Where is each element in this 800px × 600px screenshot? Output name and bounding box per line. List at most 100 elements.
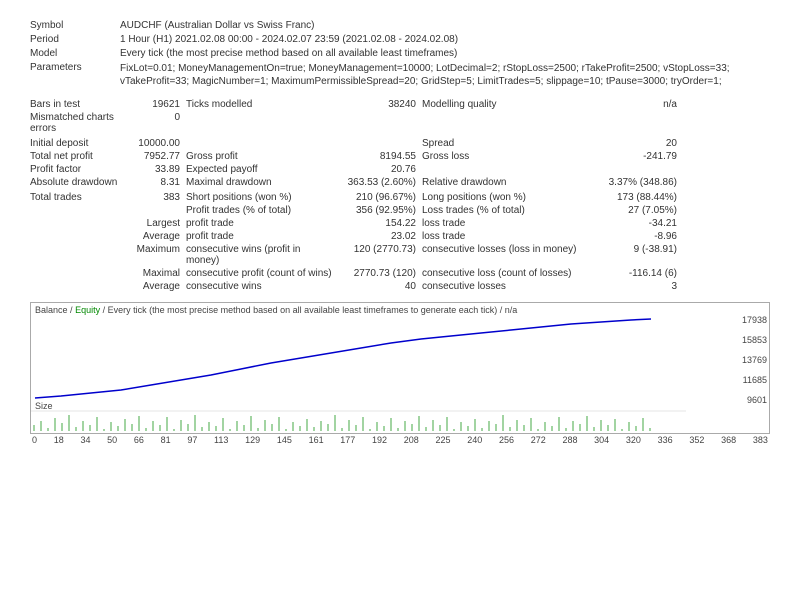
chart-x-tick: 66 bbox=[134, 435, 144, 445]
stats-cell: 210 (96.67%) bbox=[336, 192, 422, 203]
stats-cell bbox=[30, 231, 120, 242]
chart-x-tick: 288 bbox=[562, 435, 577, 445]
stats-cell: profit trade bbox=[186, 231, 336, 242]
model-value: Every tick (the most precise method base… bbox=[120, 48, 770, 59]
stats-cell: 154.22 bbox=[336, 218, 422, 229]
chart-x-tick: 192 bbox=[372, 435, 387, 445]
stats-cell bbox=[120, 205, 186, 216]
chart-x-tick: 225 bbox=[436, 435, 451, 445]
period-value: 1 Hour (H1) 2021.02.08 00:00 - 2024.02.0… bbox=[120, 34, 770, 45]
stats-row: Total trades383Short positions (won %)21… bbox=[30, 192, 770, 203]
size-label: Size bbox=[35, 401, 53, 411]
chart-y-label: 11685 bbox=[743, 375, 767, 385]
stats-cell: Ticks modelled bbox=[186, 99, 336, 110]
equity-chart: Balance / Equity / Every tick (the most … bbox=[30, 302, 770, 434]
stats-cell: Expected payoff bbox=[186, 164, 336, 175]
chart-y-label: 13769 bbox=[742, 355, 767, 365]
chart-y-label: 9601 bbox=[747, 395, 767, 405]
stats-cell: Average bbox=[120, 231, 186, 242]
stats-cell bbox=[186, 112, 336, 134]
symbol-value: AUDCHF (Australian Dollar vs Swiss Franc… bbox=[120, 20, 770, 31]
stats-cell: 3.37% (348.86) bbox=[577, 177, 677, 188]
stats-cell: Absolute drawdown bbox=[30, 177, 120, 188]
stats-cell bbox=[30, 268, 120, 279]
stats-cell: 33.89 bbox=[120, 164, 186, 175]
stats-row: Maximumconsecutive wins (profit in money… bbox=[30, 244, 770, 266]
stats-cell: profit trade bbox=[186, 218, 336, 229]
stats-cell: Profit trades (% of total) bbox=[186, 205, 336, 216]
stats-cell: Loss trades (% of total) bbox=[422, 205, 577, 216]
stats-cell: Profit factor bbox=[30, 164, 120, 175]
stats-row: Mismatched charts errors0 bbox=[30, 112, 770, 134]
stats-cell: consecutive wins bbox=[186, 281, 336, 292]
stats-row: Absolute drawdown8.31Maximal drawdown363… bbox=[30, 177, 770, 188]
stats-cell: 9 (-38.91) bbox=[577, 244, 677, 266]
stats-cell: Maximal bbox=[120, 268, 186, 279]
stats-row: Averageprofit trade23.02loss trade-8.96 bbox=[30, 231, 770, 242]
stats-cell: Gross loss bbox=[422, 151, 577, 162]
stats-row: Averageconsecutive wins40consecutive los… bbox=[30, 281, 770, 292]
stats-cell: 3 bbox=[577, 281, 677, 292]
stats-row: Initial deposit10000.00Spread20 bbox=[30, 138, 770, 149]
stats-cell: Average bbox=[120, 281, 186, 292]
stats-cell bbox=[30, 281, 120, 292]
stats-cell bbox=[336, 112, 422, 134]
stats-row: Maximalconsecutive profit (count of wins… bbox=[30, 268, 770, 279]
chart-x-tick: 161 bbox=[309, 435, 324, 445]
period-label: Period bbox=[30, 34, 120, 45]
stats-cell: 2770.73 (120) bbox=[336, 268, 422, 279]
stats-cell: consecutive wins (profit in money) bbox=[186, 244, 336, 266]
stats-row: Profit trades (% of total)356 (92.95%)Lo… bbox=[30, 205, 770, 216]
params-value: FixLot=0.01; MoneyManagementOn=true; Mon… bbox=[120, 62, 770, 88]
stats-cell: 363.53 (2.60%) bbox=[336, 177, 422, 188]
stats-cell: Largest bbox=[120, 218, 186, 229]
stats-row: Profit factor33.89Expected payoff20.76 bbox=[30, 164, 770, 175]
params-label: Parameters bbox=[30, 62, 120, 73]
chart-x-tick: 320 bbox=[626, 435, 641, 445]
chart-x-tick: 113 bbox=[214, 435, 228, 445]
stats-cell: consecutive losses (loss in money) bbox=[422, 244, 577, 266]
stats-cell: 7952.77 bbox=[120, 151, 186, 162]
chart-x-tick: 129 bbox=[245, 435, 260, 445]
stats-cell: 27 (7.05%) bbox=[577, 205, 677, 216]
stats-cell: 40 bbox=[336, 281, 422, 292]
chart-y-label: 17938 bbox=[742, 315, 767, 325]
stats-cell: Mismatched charts errors bbox=[30, 112, 120, 134]
stats-cell: Bars in test bbox=[30, 99, 120, 110]
stats-cell: n/a bbox=[577, 99, 677, 110]
stats-row: Total net profit7952.77Gross profit8194.… bbox=[30, 151, 770, 162]
stats-cell: Relative drawdown bbox=[422, 177, 577, 188]
stats-row: Largestprofit trade154.22loss trade-34.2… bbox=[30, 218, 770, 229]
model-label: Model bbox=[30, 48, 120, 59]
chart-x-tick: 0 bbox=[32, 435, 37, 445]
stats-cell: consecutive profit (count of wins) bbox=[186, 268, 336, 279]
symbol-label: Symbol bbox=[30, 20, 120, 31]
stats-cell: 10000.00 bbox=[120, 138, 186, 149]
stats-cell bbox=[186, 138, 336, 149]
stats-cell: 38240 bbox=[336, 99, 422, 110]
stats-cell: -116.14 (6) bbox=[577, 268, 677, 279]
chart-x-tick: 208 bbox=[404, 435, 419, 445]
chart-x-tick: 383 bbox=[753, 435, 768, 445]
stats-cell: -241.79 bbox=[577, 151, 677, 162]
stats-cell: Gross profit bbox=[186, 151, 336, 162]
stats-cell bbox=[336, 138, 422, 149]
stats-cell: Modelling quality bbox=[422, 99, 577, 110]
stats-cell: 20.76 bbox=[336, 164, 422, 175]
stats-cell: 383 bbox=[120, 192, 186, 203]
stats-cell: Total net profit bbox=[30, 151, 120, 162]
stats-table: Bars in test19621Ticks modelled38240Mode… bbox=[30, 99, 770, 292]
chart-x-tick: 50 bbox=[107, 435, 117, 445]
stats-cell: consecutive losses bbox=[422, 281, 577, 292]
stats-cell: 23.02 bbox=[336, 231, 422, 242]
chart-x-tick: 272 bbox=[531, 435, 546, 445]
chart-x-tick: 240 bbox=[467, 435, 482, 445]
stats-cell bbox=[30, 244, 120, 266]
stats-cell bbox=[422, 164, 577, 175]
stats-cell bbox=[30, 205, 120, 216]
stats-cell: Initial deposit bbox=[30, 138, 120, 149]
header-section: Symbol AUDCHF (Australian Dollar vs Swis… bbox=[30, 20, 770, 88]
chart-x-tick: 18 bbox=[54, 435, 64, 445]
chart-x-tick: 304 bbox=[594, 435, 609, 445]
stats-cell: Short positions (won %) bbox=[186, 192, 336, 203]
